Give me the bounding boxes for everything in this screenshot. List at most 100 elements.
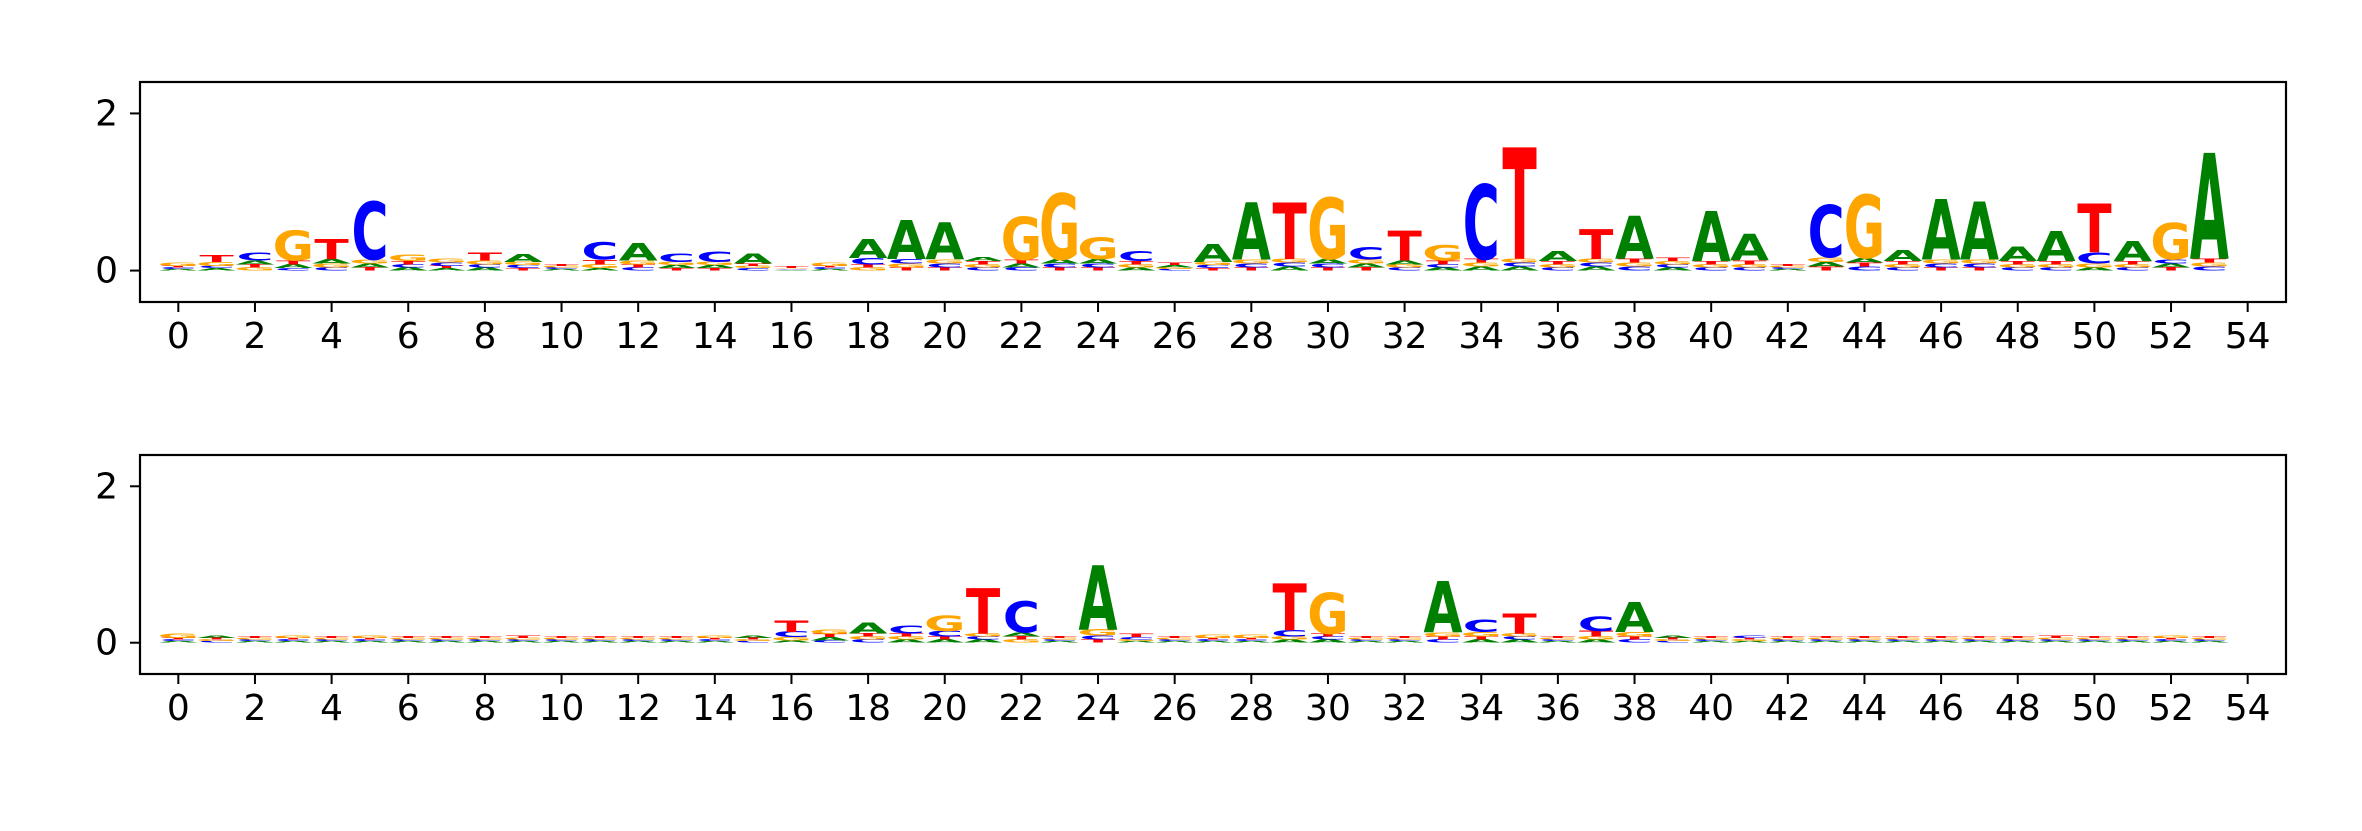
logo-letter-g: G xyxy=(1767,266,1808,268)
logo-letter-a: A xyxy=(2152,641,2192,643)
logo-letter-g: G xyxy=(1882,638,1923,640)
logo-letter-t: T xyxy=(1081,639,1116,644)
logo-letter-t: T xyxy=(2116,636,2151,638)
logo-letter-g: G xyxy=(1805,638,1846,640)
logo-letter-g: G xyxy=(2189,262,2230,268)
logo-letter-g: G xyxy=(1729,264,1770,269)
logo-letter-g: G xyxy=(962,264,1003,269)
x-tick-label: 10 xyxy=(539,316,585,357)
logo-letter-c: C xyxy=(1654,641,1691,643)
x-tick-label: 34 xyxy=(1458,316,1504,357)
logo-letter-g: G xyxy=(234,267,275,272)
logo-letter-c: C xyxy=(1080,635,1117,641)
plot-frame xyxy=(138,80,2288,304)
logo-letter-a: A xyxy=(1308,639,1347,644)
logo-letter-a: A xyxy=(1692,641,1732,643)
logo-letter-c: C xyxy=(1769,267,1806,269)
logo-letter-t: T xyxy=(353,267,388,272)
x-tick-label: 12 xyxy=(615,316,661,357)
x-tick-label: 48 xyxy=(1995,688,2041,729)
logo-letter-t: T xyxy=(276,259,311,265)
x-tick-label: 14 xyxy=(692,688,738,729)
logo-letter-c: C xyxy=(1003,267,1040,272)
x-tick-label: 30 xyxy=(1305,316,1351,357)
logo-letter-t: T xyxy=(1962,636,1997,638)
logo-letter-a: A xyxy=(695,264,734,269)
x-tick-label: 18 xyxy=(845,688,891,729)
logo-letter-a: A xyxy=(619,239,659,267)
logo-letter-t: T xyxy=(544,636,579,638)
logo-letter-g: G xyxy=(1346,259,1387,265)
logo-letter-c: C xyxy=(1233,639,1270,641)
logo-letter-g: G xyxy=(388,638,429,640)
logo-letter-a: A xyxy=(1500,639,1539,644)
logo-letter-g: G xyxy=(1384,264,1425,269)
logo-letter-t: T xyxy=(1004,259,1039,265)
logo-letter-c: C xyxy=(773,269,810,270)
logo-letter-c: C xyxy=(2038,267,2075,272)
logo-letter-a: A xyxy=(1423,568,1462,650)
logo-letter-g: G xyxy=(426,638,467,640)
logo-letter-c: C xyxy=(1999,267,2036,272)
logo-letter-a: A xyxy=(657,641,697,643)
logo-letter-t: T xyxy=(1847,262,1882,268)
logo-letter-c: C xyxy=(2191,639,2228,641)
logo-letter-c: C xyxy=(620,267,657,272)
logo-letter-t: T xyxy=(238,636,273,638)
logo-letter-a: A xyxy=(389,641,429,643)
logo-letter-g: G xyxy=(579,263,620,269)
logo-letter-c: C xyxy=(888,623,925,636)
x-tick-label: 42 xyxy=(1765,688,1811,729)
logo-letter-a: A xyxy=(1194,641,1234,643)
logo-letter-g: G xyxy=(1192,261,1233,266)
logo-letter-a: A xyxy=(1002,632,1041,638)
logo-letter-t: T xyxy=(2154,267,2189,272)
logo-letter-a: A xyxy=(1040,258,1079,265)
logo-letter-g: G xyxy=(234,638,275,640)
x-tick-label: 26 xyxy=(1152,316,1198,357)
logo-letter-a: A xyxy=(1308,258,1347,265)
logo-letter-g: G xyxy=(349,259,390,265)
logo-letter-c: C xyxy=(1233,263,1270,269)
x-tick-label: 20 xyxy=(922,688,968,729)
logo-letter-g: G xyxy=(1077,628,1118,638)
logo-letter-c: C xyxy=(1003,594,1040,643)
x-tick-label: 32 xyxy=(1382,316,1428,357)
logo-letter-a: A xyxy=(1232,641,1272,643)
logo-letter-t: T xyxy=(1924,636,1959,638)
x-tick-label: 54 xyxy=(2225,688,2271,729)
logo-letter-a: A xyxy=(159,641,199,643)
logo-letter-a: A xyxy=(1385,259,1424,265)
logo-letter-c: C xyxy=(965,636,1002,641)
logo-letter-a: A xyxy=(504,252,543,265)
logo-letter-c: C xyxy=(1501,636,1538,641)
logo-letter-t: T xyxy=(659,268,694,272)
logo-letter-a: A xyxy=(1500,266,1539,272)
logo-letter-c: C xyxy=(1118,637,1155,641)
logo-letter-c: C xyxy=(160,639,197,641)
logo-letter-c: C xyxy=(390,639,427,641)
logo-letter-c: C xyxy=(1539,267,1576,272)
x-tick-label: 22 xyxy=(998,688,1044,729)
logo-letter-c: C xyxy=(620,639,657,641)
logo-letter-t: T xyxy=(2192,636,2227,638)
logo-letter-t: T xyxy=(2192,258,2227,264)
logo-letter-g: G xyxy=(1307,582,1348,647)
logo-letter-g: G xyxy=(1499,258,1540,264)
logo-letter-c: C xyxy=(236,250,273,263)
logo-letter-a: A xyxy=(1079,548,1118,650)
logo-letter-c: C xyxy=(1271,262,1308,268)
logo-letter-c: C xyxy=(1080,263,1117,269)
logo-letter-g: G xyxy=(656,638,697,640)
logo-letter-c: C xyxy=(2076,639,2113,641)
logo-letter-t: T xyxy=(1771,636,1806,638)
logo-letter-a: A xyxy=(580,641,620,643)
logo-letter-a: A xyxy=(810,269,850,271)
logo-letter-t: T xyxy=(928,636,963,641)
logo-letter-t: T xyxy=(1694,260,1729,265)
logo-letter-g: G xyxy=(464,638,505,640)
logo-letter-a: A xyxy=(619,641,659,643)
logo-letter-a: A xyxy=(1538,641,1578,643)
logo-letter-a: A xyxy=(1155,641,1195,643)
